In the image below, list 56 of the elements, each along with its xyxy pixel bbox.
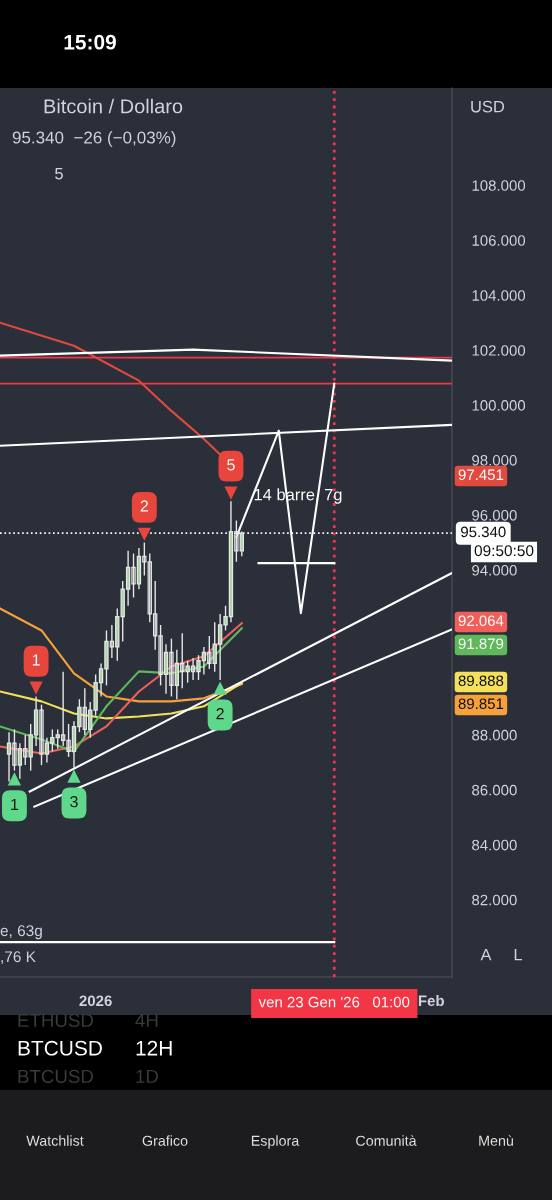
text: 95.340 −26 (−0,03%) bbox=[12, 131, 176, 147]
annotation: e, 63g bbox=[0, 925, 42, 940]
annotation: 1 bbox=[11, 798, 19, 810]
y-tick-label: 82.000 bbox=[472, 894, 517, 906]
point bbox=[224, 486, 238, 500]
text: L bbox=[514, 948, 523, 961]
y-tick-label: 106.000 bbox=[472, 235, 526, 246]
text: BTCUSD bbox=[18, 1040, 102, 1056]
text: 09:50:50 bbox=[474, 545, 534, 557]
point bbox=[29, 681, 43, 695]
annotation: ,76 K bbox=[1, 951, 36, 964]
line-series bbox=[0, 681, 243, 720]
text: Menù bbox=[479, 1135, 513, 1146]
text: BTCUSD bbox=[18, 1069, 93, 1084]
text: ETHUSD bbox=[18, 1013, 93, 1028]
ref-line-label: ven 23 Gen '26 01:00 bbox=[258, 996, 410, 1008]
text: 91.879 bbox=[458, 638, 504, 650]
text: 89.888 bbox=[458, 675, 504, 687]
text: Grafico bbox=[142, 1135, 188, 1146]
annotation: 5 bbox=[55, 167, 63, 180]
x-tick-label: 2026 bbox=[79, 995, 112, 1007]
text: 4H bbox=[135, 1013, 158, 1027]
y-tick-label: 108.000 bbox=[472, 180, 526, 191]
y-tick-label: 94.000 bbox=[472, 564, 517, 576]
text: Watchlist bbox=[26, 1135, 84, 1146]
y-tick-label: 84.000 bbox=[472, 839, 517, 851]
text: 1D bbox=[136, 1069, 159, 1083]
annotation: 1 bbox=[32, 654, 40, 666]
text: USD bbox=[471, 100, 505, 113]
line-series bbox=[0, 607, 243, 703]
point bbox=[213, 681, 227, 695]
x-tick-label: Feb bbox=[418, 995, 444, 1007]
text: 12H bbox=[136, 1040, 172, 1056]
text: 97.451 bbox=[458, 469, 504, 481]
y-tick-label: 100.000 bbox=[472, 400, 526, 411]
y-tick-label: 102.000 bbox=[472, 345, 526, 356]
text: A bbox=[480, 948, 492, 961]
y-tick-label: 104.000 bbox=[472, 290, 526, 301]
annotation: 2 bbox=[140, 500, 148, 512]
text: 15:09 bbox=[64, 34, 116, 50]
point bbox=[7, 772, 22, 786]
y-tick-label: 98.000 bbox=[472, 455, 517, 466]
ref-line-label: 95.340 bbox=[461, 526, 506, 538]
text: Esplora bbox=[251, 1135, 300, 1149]
y-tick-label: 86.000 bbox=[472, 784, 517, 796]
y-tick-label: 88.000 bbox=[472, 729, 517, 741]
text: Comunità bbox=[356, 1135, 417, 1146]
text: 89.851 bbox=[458, 698, 504, 710]
point bbox=[67, 769, 81, 783]
annotation: 2 bbox=[216, 708, 224, 720]
point bbox=[137, 527, 151, 541]
chart-title: Bitcoin / Dollaro bbox=[44, 98, 183, 114]
y-tick-label: 96.000 bbox=[472, 510, 517, 521]
annotation: 5 bbox=[227, 459, 235, 471]
annotation: 3 bbox=[70, 795, 78, 808]
text: 92.064 bbox=[458, 615, 504, 627]
